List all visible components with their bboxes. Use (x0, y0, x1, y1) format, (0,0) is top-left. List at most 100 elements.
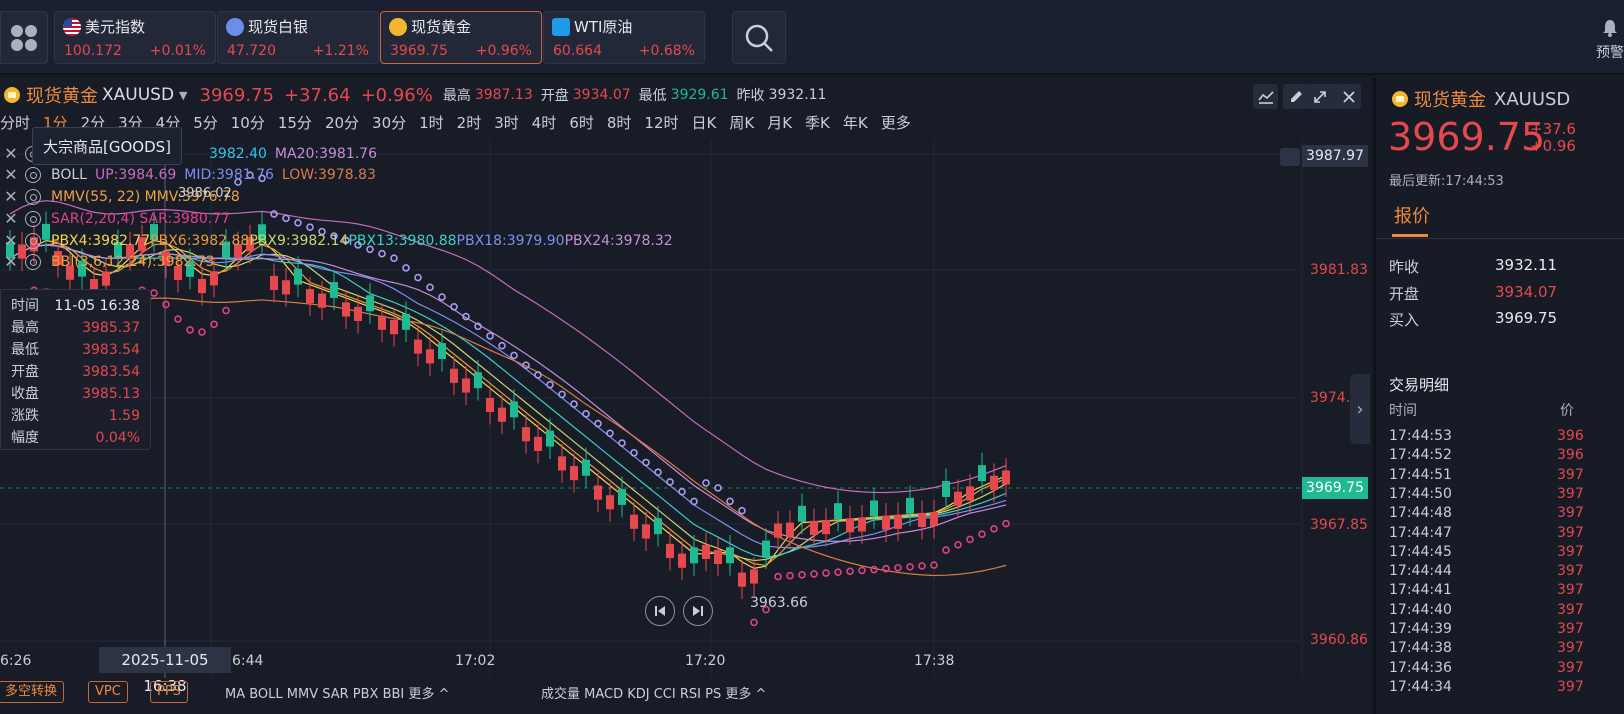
settings-icon[interactable] (25, 211, 41, 227)
trade-time: 17:44:39 (1389, 621, 1452, 637)
trade-price: 397 (1557, 621, 1584, 637)
candle-body (666, 543, 674, 559)
sar-dot (990, 525, 998, 533)
sar-dot (630, 448, 638, 457)
candle-body (450, 368, 458, 383)
expand-panel-button[interactable]: › (1350, 374, 1370, 444)
period-0[interactable]: 分时 (0, 114, 31, 132)
sar-dot (846, 567, 854, 576)
trade-price: 397 (1557, 601, 1584, 618)
long-short-toggle-button[interactable]: 多空转换 (0, 681, 65, 703)
sub-indicator-tabs[interactable]: 成交量 MACD KDJ CCI RSI PS 更多 ^ (541, 687, 767, 702)
quote-value: 3932.11 (1495, 256, 1558, 274)
settings-icon[interactable] (25, 189, 41, 205)
info-row: 开盘 3983.54 (11, 361, 140, 383)
bbi-value: BBI(3,6,12,24):3982.73 (51, 254, 215, 270)
period-18[interactable]: 周K (729, 114, 755, 132)
period-13[interactable]: 4时 (531, 114, 557, 132)
period-5[interactable]: 5分 (193, 114, 218, 132)
quote-card-silver[interactable]: 现货白银 47.720 +1.21% (217, 11, 379, 64)
close-icon[interactable]: ✕ (4, 165, 18, 184)
quote-card-gold[interactable]: 现货黄金 3969.75 +0.96% (380, 11, 542, 64)
candle-body (738, 572, 746, 587)
trades-time-header: 时间 (1389, 403, 1417, 419)
bell-icon[interactable] (1280, 148, 1300, 166)
sar-dot (414, 273, 422, 282)
period-12[interactable]: 3时 (494, 114, 519, 132)
close-icon[interactable]: ✕ (4, 252, 18, 271)
period-16[interactable]: 12时 (644, 114, 679, 132)
period-19[interactable]: 月K (767, 114, 793, 132)
close-icon[interactable]: ✕ (4, 209, 18, 228)
search-button[interactable] (732, 11, 786, 64)
info-key: 收盘 (11, 386, 39, 402)
quote-price: 100.172 (64, 43, 122, 59)
period-20[interactable]: 季K (805, 114, 830, 132)
period-21[interactable]: 年K (842, 114, 868, 132)
chart-area[interactable]: 现货黄金 XAUUSD ▼ 3969.75 +37.64 +0.96% 最高 3… (0, 78, 1420, 714)
candle-body (342, 302, 350, 317)
open-label: 开盘 (540, 88, 569, 104)
peak-note: 3986.02 (178, 186, 232, 201)
period-8[interactable]: 20分 (324, 114, 360, 132)
quote-card-dxy[interactable]: 美元指数 100.172 +0.01% (54, 11, 216, 64)
trade-row: 17:44:39 397 (1389, 621, 1624, 640)
grid-menu-icon[interactable] (0, 11, 48, 64)
settings-icon[interactable] (25, 233, 41, 249)
candle-body (318, 293, 326, 308)
candle-body (750, 569, 758, 584)
period-6[interactable]: 10分 (230, 114, 265, 132)
candle-body (774, 523, 782, 538)
period-7[interactable]: 15分 (277, 114, 312, 132)
close-icon[interactable]: ✕ (4, 231, 18, 250)
candle-body (810, 520, 818, 536)
period-14[interactable]: 6时 (569, 114, 594, 132)
tab-quote[interactable]: 报价 (1394, 206, 1430, 227)
panel-price: 3969.75 (1388, 115, 1546, 159)
candle-body (198, 278, 206, 294)
candle-body (642, 524, 650, 539)
trade-time: 17:44:45 (1389, 543, 1452, 560)
settings-icon[interactable] (25, 254, 41, 270)
info-row: 时间 11-05 16:38 (11, 295, 140, 317)
x-axis-tick: 6:26 (0, 653, 32, 669)
pps-button[interactable]: PPS (150, 681, 188, 703)
close-icon[interactable] (1336, 84, 1361, 109)
symbol-header: 现货黄金 XAUUSD ▼ 3969.75 +37.64 +0.96% 最高 3… (0, 82, 834, 108)
info-row: 最高 3985.37 (11, 317, 140, 339)
period-22[interactable]: 更多 (880, 114, 911, 132)
trade-time: 17:44:36 (1389, 659, 1452, 676)
period-11[interactable]: 2时 (456, 114, 482, 132)
collapse-icon[interactable] (1307, 84, 1332, 109)
settings-icon[interactable] (25, 167, 41, 183)
symbol-name[interactable]: 现货黄金 (26, 86, 98, 107)
candle-body (654, 518, 662, 535)
symbol-code[interactable]: XAUUSD (102, 85, 175, 105)
quote-row: 买入 3969.75 (1389, 309, 1624, 333)
sar-dot (774, 572, 782, 581)
cursor-time-badge: 2025-11-05 16:38 (99, 647, 231, 695)
period-15[interactable]: 8时 (606, 114, 632, 132)
pencil-icon[interactable] (1283, 84, 1308, 109)
close-icon[interactable]: ✕ (4, 187, 18, 206)
next-button[interactable] (683, 596, 713, 626)
quote-card-wti[interactable]: WTI原油 60.664 +0.68% (543, 11, 705, 64)
sar-dot (474, 322, 482, 331)
period-17[interactable]: 日K (691, 114, 717, 132)
quote-row: 开盘 3934.07 (1389, 283, 1624, 307)
candle-body (798, 505, 806, 522)
divider (1376, 238, 1624, 239)
chevron-down-icon[interactable]: ▼ (179, 88, 188, 102)
period-9[interactable]: 30分 (372, 114, 407, 132)
vpc-button[interactable]: VPC (88, 681, 128, 703)
alert-button[interactable]: 预警 (1596, 18, 1624, 68)
sar-dot (486, 332, 494, 340)
main-indicator-tabs[interactable]: MA BOLL MMV SAR PBX BBI 更多 ^ (225, 687, 450, 702)
ma-value: 3982.40 (209, 146, 267, 162)
trades-title: 交易明细 (1389, 376, 1450, 394)
indicator-tool-icon[interactable] (1253, 84, 1278, 109)
high-value: 3987.13 (474, 87, 533, 103)
close-icon[interactable]: ✕ (4, 144, 18, 163)
period-10[interactable]: 1时 (419, 114, 444, 132)
prev-button[interactable] (645, 596, 675, 626)
